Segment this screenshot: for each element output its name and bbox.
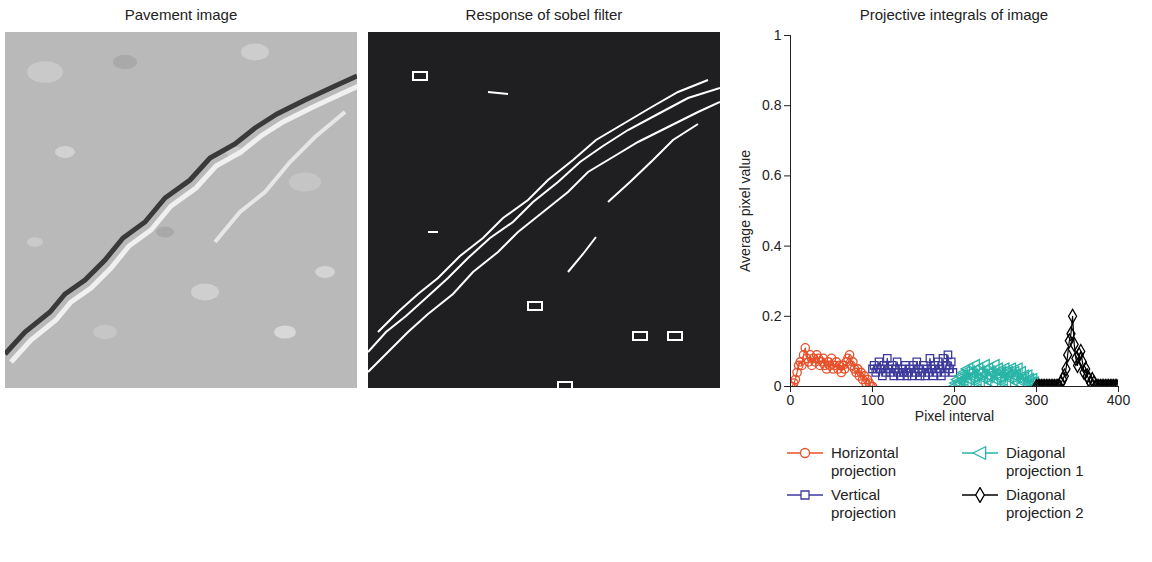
svg-text:0: 0 [774,378,782,394]
svg-text:300: 300 [1025,392,1049,408]
svg-text:200: 200 [943,392,967,408]
svg-text:1: 1 [774,27,782,43]
html-text:Response of sobel filter: Response of sobel filter [465,6,623,23]
html-text:Vertical projection: Vertical projection [831,486,896,521]
svg-text:0.4: 0.4 [762,238,782,254]
svg-text:Pixel interval: Pixel interval [915,408,994,424]
html-text:Projective integrals of image: Projective integrals of image [859,6,1049,23]
html-text:Horizontal projection: Horizontal projection [831,444,899,479]
svg-text:400: 400 [1107,392,1131,408]
html-text:Diagonal projection 2: Diagonal projection 2 [1006,486,1084,521]
svg-text:Average pixel value: Average pixel value [737,150,753,272]
html-text:Diagonal projection 1: Diagonal projection 1 [1006,444,1084,479]
html-text:Pavement image: Pavement image [124,6,238,23]
svg-text:0: 0 [787,392,795,408]
svg-text:0.8: 0.8 [762,97,782,113]
svg-text:100: 100 [861,392,885,408]
svg-text:0.6: 0.6 [762,167,782,183]
svg-text:0.2: 0.2 [762,308,782,324]
